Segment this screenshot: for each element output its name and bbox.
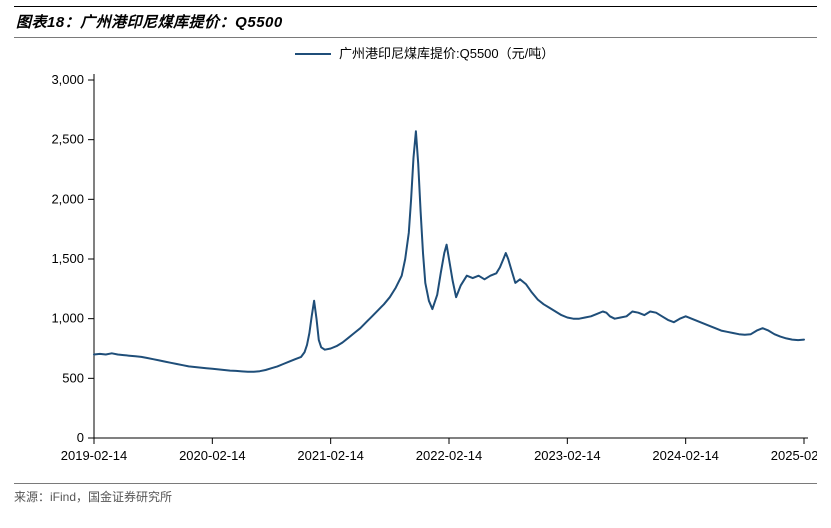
chart-title-bar: 图表18：广州港印尼煤库提价：Q5500	[14, 6, 817, 38]
svg-text:2025-02-14: 2025-02-14	[771, 448, 817, 463]
svg-text:2021-02-14: 2021-02-14	[297, 448, 364, 463]
svg-text:2024-02-14: 2024-02-14	[652, 448, 719, 463]
svg-text:2022-02-14: 2022-02-14	[416, 448, 483, 463]
svg-text:广州港印尼煤库提价:Q5500（元/吨）: 广州港印尼煤库提价:Q5500（元/吨）	[339, 46, 554, 61]
source-footer: 来源：iFind，国金证券研究所	[14, 483, 817, 505]
source-text: 来源：iFind，国金证券研究所	[14, 490, 172, 504]
svg-text:1,500: 1,500	[51, 251, 84, 266]
svg-text:2,500: 2,500	[51, 132, 84, 147]
svg-text:500: 500	[62, 370, 84, 385]
svg-text:2019-02-14: 2019-02-14	[61, 448, 128, 463]
svg-text:0: 0	[77, 430, 84, 445]
svg-text:1,000: 1,000	[51, 311, 84, 326]
chart-title: 图表18：广州港印尼煤库提价：Q5500	[16, 14, 283, 31]
svg-text:2,000: 2,000	[51, 191, 84, 206]
svg-text:2023-02-14: 2023-02-14	[534, 448, 601, 463]
line-chart: 0 500 1,000 1,500 2,000 2,500 3,000 2019-02-14 2…	[14, 38, 817, 483]
chart-area: 0 500 1,000 1,500 2,000 2,500 3,000 2019-02-14 2…	[14, 38, 817, 483]
svg-text:2020-02-14: 2020-02-14	[179, 448, 246, 463]
svg-text:3,000: 3,000	[51, 72, 84, 87]
